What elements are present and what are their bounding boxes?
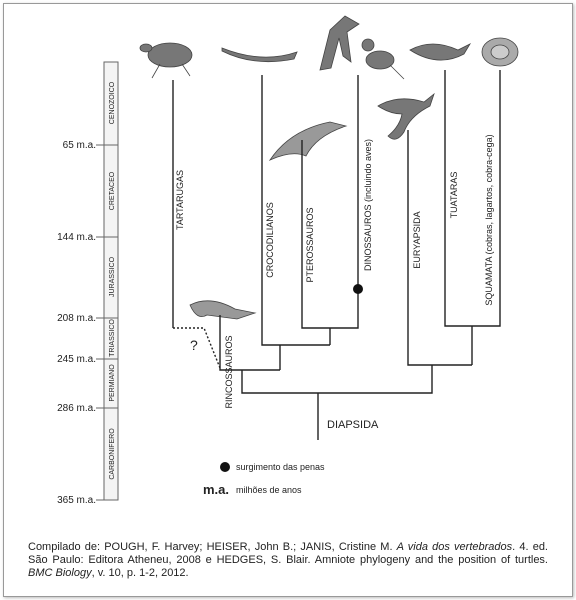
age-label: 365 m.a.: [57, 495, 96, 506]
caption-text: . 4. ed. São Paulo: Editora Atheneu, 200…: [28, 541, 548, 566]
caption-italic: A vida dos vertebrados: [396, 541, 513, 553]
taxon-label: TUATARAS: [449, 172, 459, 219]
legend-abbr: m.a.: [203, 482, 229, 497]
age-label: 144 m.a.: [57, 232, 96, 243]
taxon-label: CROCODILIANOS: [265, 202, 275, 278]
taxon-label: RINCOSSAUROS: [224, 335, 234, 408]
frame: [3, 3, 573, 597]
taxon-label: TARTARUGAS: [175, 170, 185, 230]
taxon-label: PTEROSSAUROS: [305, 207, 315, 282]
period-label: PERMIANO: [109, 364, 116, 402]
clade-label: DIAPSIDA: [327, 419, 379, 431]
timescale-bar: [96, 61, 119, 501]
animal-illustrations: [139, 15, 519, 320]
taxon-label: EURYAPSIDA: [412, 211, 422, 268]
period-label: CRETACEO: [109, 171, 116, 210]
taxon-label: DINOSSAUROS (incluindo aves): [363, 139, 373, 271]
period-label: CENOZOICO: [109, 81, 116, 124]
period-label: CARBONIFERO: [109, 428, 116, 480]
uncertain-mark: ?: [190, 337, 198, 353]
caption-italic: BMC Biology: [28, 567, 92, 579]
taxon-label: SQUAMATA (cobras, lagartos, cobra-cega): [484, 134, 494, 305]
caption: Compilado de: POUGH, F. Harvey; HEISER, …: [28, 541, 548, 580]
age-label: 208 m.a.: [57, 313, 96, 324]
phylogeny-tree: [172, 70, 501, 440]
period-label: JURASSICO: [109, 256, 116, 297]
age-label: 286 m.a.: [57, 403, 96, 414]
age-label: 245 m.a.: [57, 354, 96, 365]
legend-text: surgimento das penas: [236, 462, 325, 472]
legend-text: milhões de anos: [236, 485, 302, 495]
caption-text: Compilado de: POUGH, F. Harvey; HEISER, …: [28, 541, 397, 553]
legend-dot: [220, 462, 230, 472]
age-label: 65 m.a.: [63, 140, 96, 151]
caption-text: , v. 10, p. 1-2, 2012.: [91, 567, 189, 579]
period-label: TRIASSICO: [109, 319, 116, 357]
